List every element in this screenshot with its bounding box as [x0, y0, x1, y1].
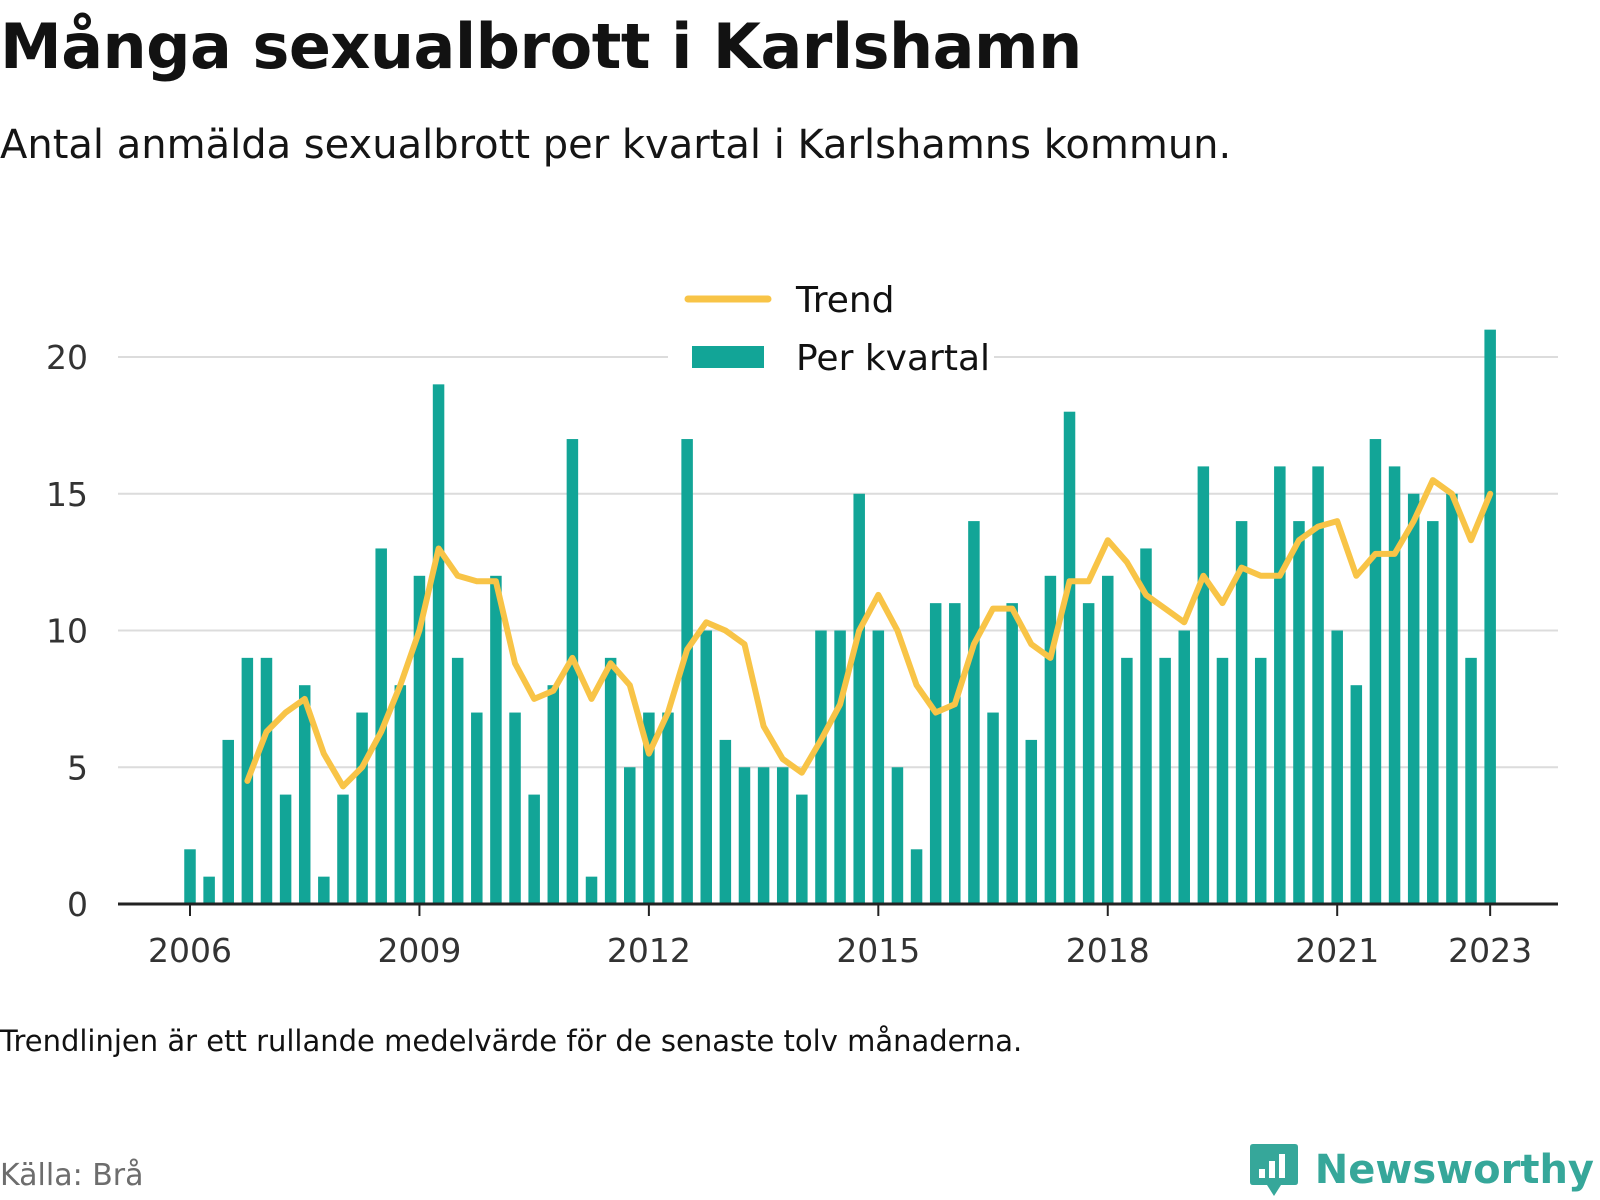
bar — [1121, 657, 1133, 904]
bar — [1427, 521, 1439, 904]
trend-line — [244, 477, 1494, 790]
bar — [547, 685, 560, 904]
bar — [681, 439, 693, 904]
bar — [1274, 466, 1286, 904]
bar — [1331, 630, 1343, 904]
bar — [471, 712, 483, 904]
bar — [1369, 439, 1382, 904]
bar — [853, 493, 865, 904]
bar — [796, 794, 808, 904]
bar — [222, 739, 234, 904]
bar — [872, 630, 885, 904]
legend-per-kvartal-swatch — [692, 346, 764, 368]
trend-line-layer — [244, 477, 1494, 790]
bar — [1388, 466, 1401, 904]
x-axis: 2006 2009 2012 2015 2018 2021 2023 — [118, 902, 1558, 970]
bar — [815, 630, 827, 904]
bar — [1446, 493, 1458, 904]
bar — [738, 767, 751, 904]
bar — [1102, 575, 1114, 904]
newsworthy-logo: Newsworthy — [1249, 1142, 1594, 1198]
bar — [1254, 657, 1267, 904]
bar — [1293, 521, 1305, 904]
bar — [1197, 466, 1210, 904]
y-tick-label: 0 — [67, 885, 88, 924]
y-tick-label: 15 — [46, 475, 88, 514]
bar — [987, 712, 999, 904]
x-tick-label: 2015 — [836, 931, 920, 970]
bar — [585, 876, 598, 904]
source-label: Källa: Brå — [0, 1158, 144, 1193]
bar — [949, 603, 961, 904]
footnote: Trendlinjen är ett rullande medelvärde f… — [0, 1024, 1023, 1058]
newsworthy-wordmark: Newsworthy — [1314, 1147, 1594, 1193]
bar — [1407, 493, 1420, 904]
bar — [1312, 466, 1324, 904]
bar — [1235, 521, 1248, 904]
bar — [203, 876, 215, 904]
bar — [643, 712, 655, 904]
x-tick-label: 2009 — [377, 931, 461, 970]
bar — [318, 876, 330, 904]
bar — [1082, 603, 1095, 904]
y-tick-label: 10 — [46, 612, 88, 651]
chart-title: Många sexualbrott i Karlshamn — [0, 10, 1082, 83]
bar — [757, 767, 770, 904]
bar — [1216, 657, 1229, 904]
y-tick-label: 5 — [67, 748, 88, 787]
bar — [1025, 739, 1038, 904]
bar — [490, 575, 502, 904]
y-tick-label: 20 — [46, 338, 88, 377]
bars-per-kvartal — [184, 329, 1496, 905]
bar — [184, 849, 196, 904]
legend: Trend Per kvartal — [668, 272, 994, 384]
bar — [968, 521, 980, 904]
x-tick-label: 2018 — [1066, 931, 1150, 970]
bar — [1178, 630, 1190, 904]
bar — [509, 712, 521, 904]
bar — [1044, 575, 1057, 904]
bar — [260, 657, 273, 904]
y-axis-tick-labels: 0 5 10 15 20 — [46, 338, 88, 924]
bar — [413, 575, 426, 904]
bar — [1006, 603, 1018, 904]
bar — [700, 630, 712, 904]
bar — [910, 849, 923, 904]
bar — [451, 657, 464, 904]
bar — [624, 767, 636, 904]
bar — [834, 630, 846, 904]
bar — [1350, 685, 1363, 904]
bar — [776, 767, 789, 904]
x-tick-label: 2023 — [1448, 931, 1532, 970]
x-tick-label: 2006 — [148, 931, 232, 970]
newsworthy-logo-icon — [1249, 1144, 1298, 1196]
bar — [604, 657, 617, 904]
bar — [1140, 548, 1152, 904]
bar — [356, 712, 368, 904]
bar — [1159, 657, 1171, 904]
legend-trend-label: Trend — [795, 280, 895, 321]
chart-subtitle: Antal anmälda sexualbrott per kvartal i … — [0, 122, 1232, 168]
bar — [891, 767, 904, 904]
bar — [566, 439, 579, 904]
bar — [719, 739, 732, 904]
bar — [528, 794, 540, 904]
x-tick-label: 2021 — [1295, 931, 1379, 970]
bar — [279, 794, 292, 904]
bar — [394, 685, 407, 904]
bar — [1484, 329, 1496, 904]
x-tick-label: 2012 — [607, 931, 691, 970]
bar — [1465, 657, 1477, 904]
bar — [337, 794, 349, 904]
bar — [298, 685, 311, 904]
bar — [432, 384, 445, 905]
bar — [929, 603, 942, 904]
bar — [1063, 411, 1076, 904]
bar — [662, 712, 674, 904]
legend-per-kvartal-label: Per kvartal — [796, 338, 990, 379]
